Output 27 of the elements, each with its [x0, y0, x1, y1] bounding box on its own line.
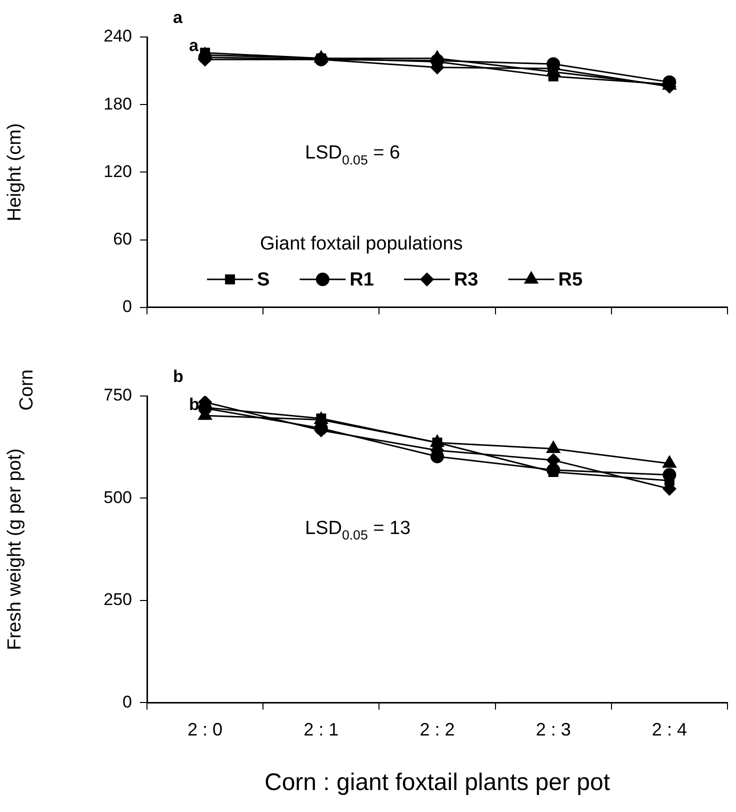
y-tick-label: 750	[104, 386, 132, 405]
x-tick-label: 2 : 3	[536, 719, 571, 740]
text: b	[173, 367, 184, 386]
x-tick-label: 2 : 2	[420, 719, 455, 740]
legend-label: S	[257, 270, 270, 291]
y-axis-title: Height (cm)	[4, 123, 26, 222]
legend-label: R5	[558, 270, 583, 291]
legend-label: R3	[454, 270, 478, 291]
y-axis-title: Fresh weight (g per pot)	[4, 448, 26, 650]
x-tick-label: 2 : 1	[304, 719, 339, 740]
y-tick-label: 0	[122, 297, 132, 316]
y-tick-label: 120	[104, 162, 132, 181]
text: Corn	[17, 369, 39, 411]
x-axis-title: Corn : giant foxtail plants per pot	[264, 769, 610, 796]
legend-label: R1	[350, 270, 374, 291]
y-tick-label: 240	[104, 26, 132, 46]
x-tick-label: 2 : 4	[652, 719, 687, 740]
y-tick-label: 180	[104, 94, 132, 114]
x-tick-label: 2 : 0	[188, 719, 223, 740]
y-tick-label: 0	[122, 692, 132, 712]
annotation: b	[189, 395, 200, 414]
y-tick-label: 60	[113, 229, 132, 248]
y-tick-label: 250	[104, 590, 132, 610]
annotation: a	[189, 36, 200, 55]
text: a	[173, 8, 183, 27]
y-tick-label: 500	[104, 488, 132, 507]
legend-title: Giant foxtail populations	[260, 233, 463, 254]
